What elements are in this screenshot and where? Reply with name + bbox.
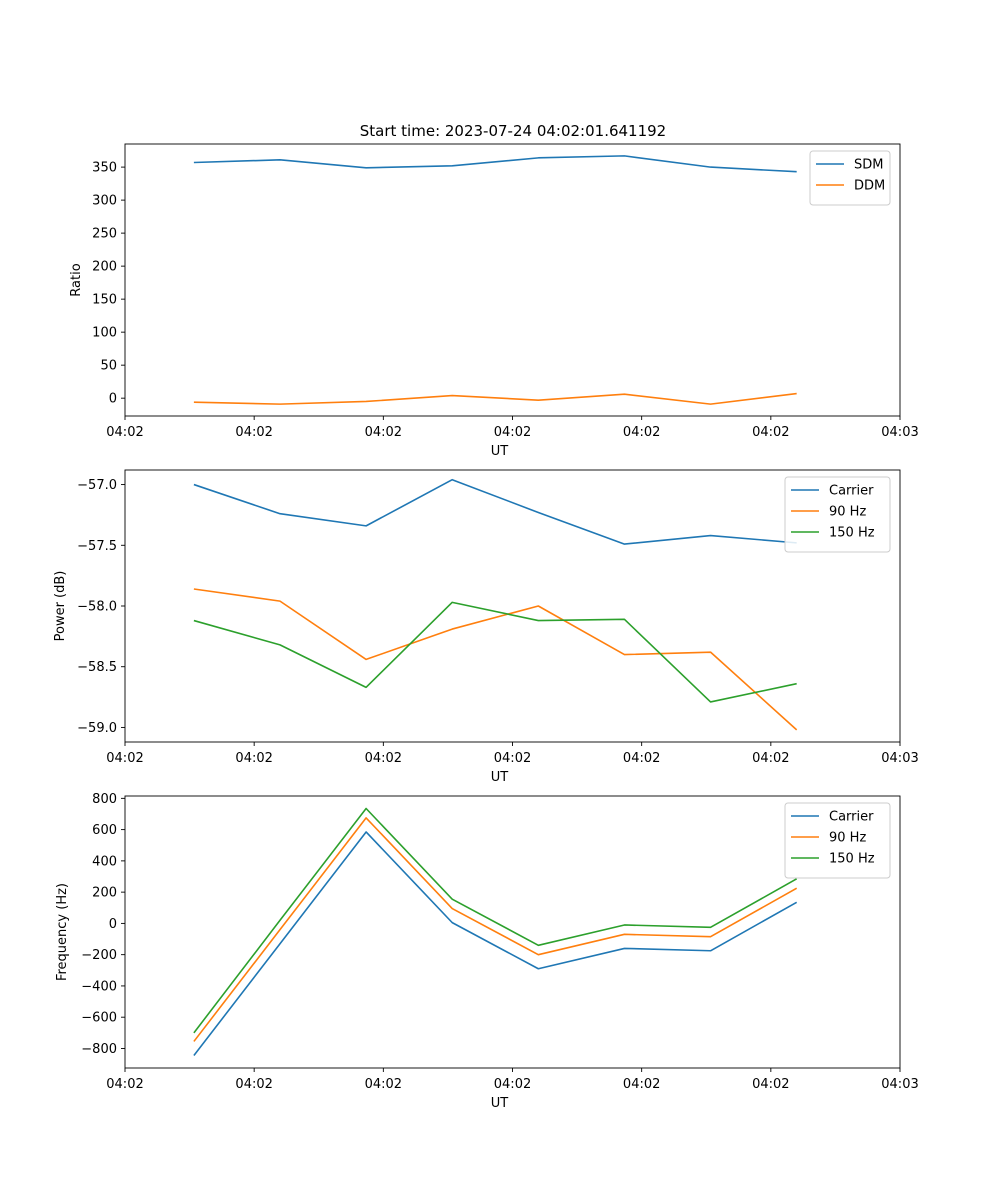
y-tick-label: −59.0 <box>77 721 117 736</box>
y-tick-label: 200 <box>92 886 117 901</box>
y-tick-label: −57.0 <box>77 478 117 493</box>
x-tick-label: 04:02 <box>752 751 789 766</box>
y-tick-label: 300 <box>92 194 117 209</box>
frequency-panel: 04:02 04:02 04:02 04:02 04:02 04:02 04:03 −800 −… <box>55 792 919 1111</box>
ratio-panel: 04:02 04:02 04:02 04:02 04:02 04:02 04:03 0 50 10… <box>69 143 919 459</box>
x-axis-label: UT <box>491 1096 509 1111</box>
power-panel: 04:02 04:02 04:02 04:02 04:02 04:02 04:03 −59.0… <box>53 469 919 785</box>
y-tick-label: 600 <box>92 823 117 838</box>
x-tick-label: 04:02 <box>623 751 660 766</box>
y-tick-label: 800 <box>92 792 117 807</box>
legend-label-carrier: Carrier <box>829 810 874 825</box>
legend: SDM DDM <box>809 150 891 206</box>
x-tick-label: 04:02 <box>235 425 272 440</box>
legend-label-150-hz: 150 Hz <box>829 852 875 867</box>
y-tick-label: −58.5 <box>77 660 117 675</box>
series-line-carrier <box>193 478 797 545</box>
y-tick-label: 50 <box>100 359 117 374</box>
y-tick-label: −57.5 <box>77 539 117 554</box>
series-line-carrier <box>193 831 798 1056</box>
y-tick-label: 0 <box>109 917 117 932</box>
y-tick-label: 200 <box>92 260 117 275</box>
x-axis-label: UT <box>491 770 509 785</box>
legend: Carrier 90 Hz 150 Hz <box>784 802 891 879</box>
x-tick-label: 04:02 <box>752 1077 789 1092</box>
legend-box <box>784 802 891 879</box>
x-tick-label: 04:03 <box>881 751 918 766</box>
y-tick-label: 350 <box>92 161 117 176</box>
y-tick-label: −400 <box>81 979 117 994</box>
axes-frame <box>124 143 901 417</box>
y-tick-label: 0 <box>109 392 117 407</box>
legend-label-90-hz: 90 Hz <box>829 505 866 520</box>
x-tick-label: 04:02 <box>623 1077 660 1092</box>
x-tick-label: 04:02 <box>235 1077 272 1092</box>
y-tick-label: −200 <box>81 948 117 963</box>
x-tick-label: 04:02 <box>235 751 272 766</box>
y-tick-label: 150 <box>92 293 117 308</box>
x-tick-label: 04:02 <box>494 425 531 440</box>
x-tick-label: 04:02 <box>623 425 660 440</box>
x-tick-label: 04:02 <box>365 1077 402 1092</box>
series-line-150-hz <box>193 601 797 703</box>
series-line-ddm <box>193 392 797 405</box>
x-tick-label: 04:02 <box>752 425 789 440</box>
legend: Carrier 90 Hz 150 Hz <box>784 476 891 553</box>
legend-label-90-hz: 90 Hz <box>829 831 866 846</box>
x-tick-label: 04:02 <box>365 751 402 766</box>
series-line-sdm <box>193 155 797 173</box>
y-axis-label: Frequency (Hz) <box>55 883 70 981</box>
y-tick-label: 400 <box>92 854 117 869</box>
y-tick-label: 250 <box>92 227 117 242</box>
y-tick-label: 100 <box>92 326 117 341</box>
series-line-90-hz <box>193 817 798 1042</box>
x-tick-label: 04:02 <box>365 425 402 440</box>
x-tick-label: 04:02 <box>106 1077 143 1092</box>
legend-label-carrier: Carrier <box>829 484 874 499</box>
figure-title: Start time: 2023-07-24 04:02:01.641192 <box>360 122 666 140</box>
y-axis-label: Power (dB) <box>53 571 68 642</box>
legend-label-ddm: DDM <box>854 179 885 194</box>
series-line-90-hz <box>193 588 798 731</box>
x-tick-label: 04:02 <box>494 1077 531 1092</box>
y-tick-label: −800 <box>81 1042 117 1057</box>
legend-box <box>784 476 891 553</box>
axes-frame <box>124 469 901 743</box>
series-line-150-hz <box>193 807 798 1034</box>
x-axis-label: UT <box>491 444 509 459</box>
x-tick-label: 04:03 <box>881 425 918 440</box>
x-tick-label: 04:02 <box>494 751 531 766</box>
x-tick-label: 04:02 <box>106 425 143 440</box>
legend-label-150-hz: 150 Hz <box>829 526 875 541</box>
y-axis-label: Ratio <box>69 263 84 296</box>
y-tick-label: −58.0 <box>77 600 117 615</box>
y-tick-label: −600 <box>81 1011 117 1026</box>
legend-label-sdm: SDM <box>854 158 883 173</box>
x-tick-label: 04:03 <box>881 1077 918 1092</box>
x-tick-label: 04:02 <box>106 751 143 766</box>
